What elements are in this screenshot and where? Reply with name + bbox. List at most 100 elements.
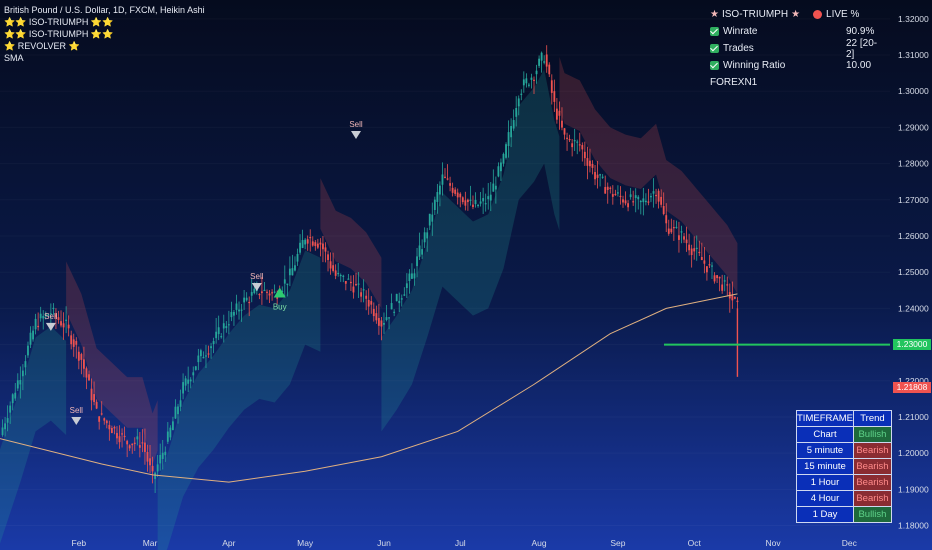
candle-body <box>4 423 7 430</box>
candle-body <box>472 204 474 208</box>
candle-body <box>395 293 398 302</box>
candle-body <box>367 299 370 307</box>
candle-body <box>563 128 566 135</box>
candle-body <box>642 198 645 203</box>
candle-body <box>85 368 88 378</box>
check-icon <box>710 27 719 36</box>
sell-arrow-icon <box>45 322 56 331</box>
candle-body <box>60 321 62 326</box>
candle-body <box>594 172 596 180</box>
y-axis: 1.180001.190001.200001.210001.220001.230… <box>898 14 929 531</box>
candle-body <box>32 330 34 340</box>
sell-signal-label: Sell <box>70 406 84 415</box>
candle-body <box>583 151 586 159</box>
candle-body <box>9 405 12 413</box>
candle-body <box>703 260 706 264</box>
candle-body <box>388 317 390 319</box>
candle-body <box>166 431 169 442</box>
legend-indicator-2[interactable]: ⭐⭐ ISO-TRIUMPH ⭐⭐ <box>4 29 114 39</box>
candle-body <box>334 270 337 276</box>
stats-header: ★ ISO-TRIUMPH ★ LIVE % <box>710 6 880 23</box>
candle-body <box>616 192 619 194</box>
stats-label: Winning Ratio <box>723 60 786 71</box>
candle-body <box>680 231 683 233</box>
candle-body <box>337 272 340 275</box>
candle-body <box>573 140 576 142</box>
candle-body <box>377 318 380 326</box>
sell-arrow-icon <box>351 131 361 140</box>
candle-body <box>515 108 518 117</box>
candle-body <box>1 427 4 436</box>
trend-table-header: TIMEFRAME Trend <box>796 410 892 427</box>
candle-body <box>678 235 680 240</box>
legend-indicator-1[interactable]: ⭐⭐ ISO-TRIUMPH ⭐⭐ <box>4 17 114 27</box>
candle-body <box>500 162 502 172</box>
candle-body <box>47 314 50 316</box>
table-row: 4 Hour Bearish <box>796 490 892 507</box>
candle-body <box>433 199 436 210</box>
candle-body <box>505 144 507 158</box>
y-tick-label: 1.22000 <box>898 376 929 386</box>
candle-body <box>29 332 32 345</box>
candle-body <box>426 232 429 239</box>
candle-body <box>533 79 535 81</box>
candle-body <box>403 294 406 296</box>
candle-body <box>489 194 492 201</box>
stats-panel: ★ ISO-TRIUMPH ★ LIVE % Winrate 90.9% Tra… <box>710 6 880 91</box>
x-tick-label: Dec <box>842 538 858 548</box>
candle-body <box>543 61 546 63</box>
x-tick-label: Feb <box>72 538 87 548</box>
candle-body <box>225 326 228 329</box>
candle-body <box>319 242 322 245</box>
candle-body <box>177 406 179 415</box>
candle-body <box>566 137 568 139</box>
x-tick-label: Sep <box>610 538 625 548</box>
candle-body <box>530 77 533 80</box>
candle-body <box>187 379 190 384</box>
candle-body <box>260 291 263 294</box>
candle-body <box>444 176 446 178</box>
candle-body <box>365 295 368 299</box>
candle-body <box>100 413 103 415</box>
candle-body <box>11 394 14 404</box>
candle-body <box>131 443 134 446</box>
legend-title: British Pound / U.S. Dollar, 1D, FXCM, H… <box>4 5 205 15</box>
candle-body <box>161 452 164 459</box>
candle-body <box>400 298 403 300</box>
candle-body <box>62 323 65 328</box>
candle-body <box>151 465 154 472</box>
table-row: Chart Bullish <box>796 426 892 443</box>
stats-label: Winrate <box>723 26 758 37</box>
y-tick-label: 1.21000 <box>898 412 929 422</box>
trend-cell: Bullish <box>852 426 892 443</box>
table-row: 5 minute Bearish <box>796 442 892 459</box>
sell-signal-label: Sell <box>44 312 58 321</box>
candle-body <box>110 428 113 434</box>
candle-body <box>233 311 235 316</box>
y-tick-label: 1.20000 <box>898 448 929 458</box>
candle-body <box>329 261 332 269</box>
candle-body <box>266 291 268 293</box>
legend-indicator-3[interactable]: ⭐ REVOLVER ⭐ <box>4 41 80 51</box>
y-tick-label: 1.18000 <box>898 521 929 531</box>
star-icon: ★ <box>710 9 719 20</box>
candle-body <box>606 186 609 190</box>
candle-body <box>253 288 256 294</box>
sell-arrow-icon <box>71 416 82 425</box>
candle-body <box>716 275 719 279</box>
candle-body <box>525 78 528 84</box>
candle-body <box>647 201 650 203</box>
sma-line <box>0 293 738 483</box>
candle-body <box>568 138 571 141</box>
candle-body <box>672 227 675 229</box>
candle-body <box>342 275 345 277</box>
candle-body <box>194 366 197 370</box>
candle-body <box>700 257 703 260</box>
candle-body <box>723 280 726 282</box>
candle-body <box>235 303 238 310</box>
candle-body <box>362 289 365 291</box>
last-price-tag: 1.21808 <box>893 382 931 394</box>
check-icon <box>710 44 719 53</box>
legend-indicator-4[interactable]: SMA <box>4 53 24 63</box>
